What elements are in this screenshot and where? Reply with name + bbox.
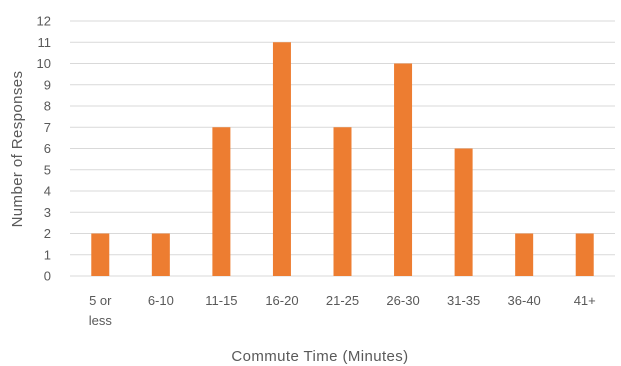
y-tick-label: 11 <box>38 35 52 50</box>
y-tick-label: 0 <box>44 269 51 284</box>
y-tick-label: 10 <box>37 56 51 71</box>
bar-36-40 <box>515 233 534 276</box>
bars <box>91 42 594 276</box>
y-tick-label: 1 <box>44 247 51 262</box>
x-axis-title: Commute Time (Minutes) <box>231 348 408 365</box>
x-tick-label: 11-15 <box>205 293 237 308</box>
y-tick-label: 7 <box>44 120 51 135</box>
bar-26-30 <box>394 63 413 276</box>
x-tick-label: 41+ <box>574 293 596 308</box>
y-tick-label: 3 <box>44 205 51 220</box>
x-tick-label: 5 or less <box>89 293 113 328</box>
x-tick-label: 26-30 <box>386 293 419 308</box>
y-tick-label: 12 <box>37 14 51 29</box>
y-axis-title: Number of Responses <box>9 71 26 228</box>
bar-31-35 <box>454 148 473 276</box>
bar-41+ <box>575 233 594 276</box>
y-tick-label: 8 <box>44 99 51 114</box>
x-tick-label: 6-10 <box>148 293 174 308</box>
bar-5-or-less <box>91 233 110 276</box>
y-tick-label: 4 <box>44 184 51 199</box>
y-tick-label: 9 <box>44 77 51 92</box>
bar-21-25 <box>333 127 352 276</box>
bar-6-10 <box>151 233 170 276</box>
x-tick-label: 36-40 <box>508 293 541 308</box>
y-tick-label: 2 <box>44 226 51 241</box>
x-axis-tick-labels: 5 or less 6-10 11-15 16-20 21-25 26-30 31-35 36-… <box>89 293 596 328</box>
x-tick-label: 31-35 <box>447 293 480 308</box>
y-tick-label: 6 <box>44 141 51 156</box>
x-tick-label: 16-20 <box>265 293 298 308</box>
x-tick-label: 21-25 <box>326 293 359 308</box>
bar-16-20 <box>272 42 291 276</box>
bar-11-15 <box>212 127 231 276</box>
y-tick-label: 5 <box>44 162 51 177</box>
